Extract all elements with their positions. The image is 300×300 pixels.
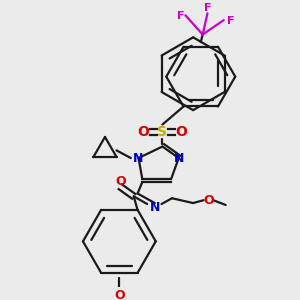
Text: S: S bbox=[158, 125, 167, 139]
Text: F: F bbox=[227, 16, 234, 26]
Text: O: O bbox=[114, 289, 125, 300]
Text: N: N bbox=[133, 152, 144, 164]
Text: O: O bbox=[176, 125, 188, 139]
Text: O: O bbox=[115, 176, 126, 188]
Text: N: N bbox=[150, 201, 160, 214]
Text: N: N bbox=[173, 152, 184, 164]
Text: O: O bbox=[203, 194, 214, 207]
Text: F: F bbox=[177, 11, 184, 21]
Text: O: O bbox=[137, 125, 149, 139]
Text: F: F bbox=[204, 3, 211, 13]
